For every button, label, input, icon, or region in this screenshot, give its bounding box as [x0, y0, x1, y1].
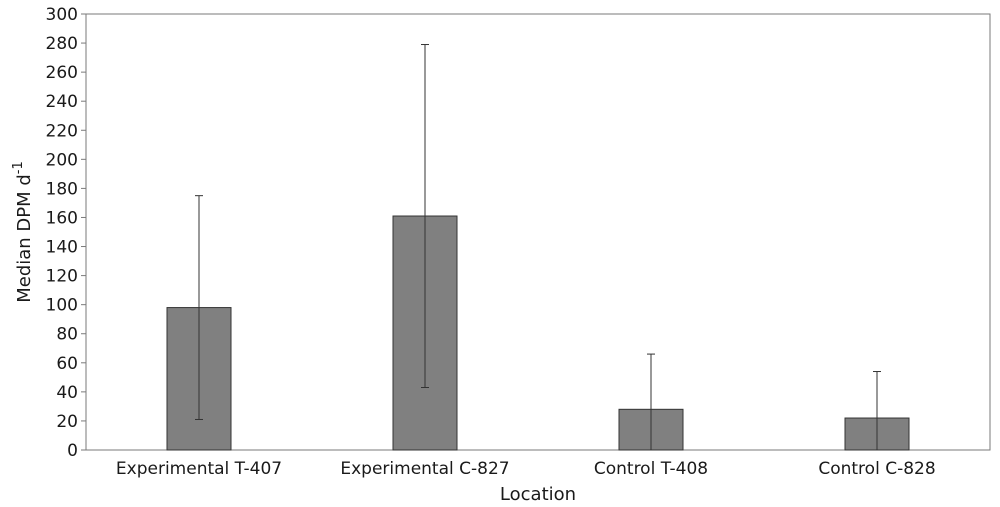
- x-axis-labels: Experimental T-407 Experimental C-827 Cont…: [116, 459, 936, 479]
- x-axis-title: Location: [500, 484, 576, 505]
- y-tick-label: 220: [46, 121, 78, 141]
- y-axis-ticks: 0 20 40 60 80 100 120 140 160 180 200 220 240 260 280 3…: [46, 5, 86, 461]
- y-tick-label: 0: [67, 441, 78, 461]
- x-tick-label: Experimental C-827: [340, 459, 509, 479]
- y-tick-label: 260: [46, 63, 78, 83]
- y-tick-label: 280: [46, 34, 78, 54]
- y-tick-label: 140: [46, 238, 78, 258]
- y-tick-label: 120: [46, 267, 78, 287]
- x-tick-label: Experimental T-407: [116, 459, 282, 479]
- error-bars: [195, 44, 881, 450]
- y-axis-title-superscript: -1: [11, 161, 26, 174]
- y-tick-label: 20: [56, 412, 78, 432]
- x-tick-label: Control T-408: [594, 459, 708, 479]
- y-tick-label: 40: [56, 383, 78, 403]
- plot-area: [85, 13, 991, 451]
- y-tick-label: 180: [46, 179, 78, 199]
- y-axis-title-main: Median DPM d: [14, 174, 35, 303]
- y-tick-label: 300: [46, 5, 78, 25]
- y-tick-label: 160: [46, 208, 78, 228]
- y-axis-title: Median DPM d-1: [11, 161, 35, 303]
- y-tick-label: 80: [56, 325, 78, 345]
- y-tick-label: 100: [46, 296, 78, 316]
- y-tick-label: 60: [56, 354, 78, 374]
- y-tick-label: 240: [46, 92, 78, 112]
- x-tick-label: Control C-828: [818, 459, 935, 479]
- y-tick-label: 200: [46, 150, 78, 170]
